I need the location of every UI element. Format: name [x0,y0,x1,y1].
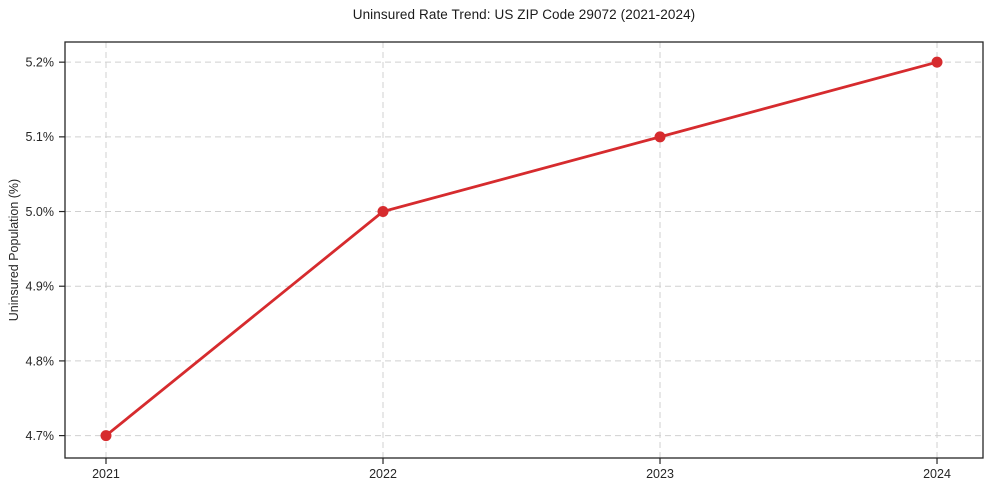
chart-title: Uninsured Rate Trend: US ZIP Code 29072 … [352,7,696,22]
plot-border [64,41,984,459]
x-tick-label: 2023 [646,467,674,481]
data-point [100,430,112,442]
y-tick-label: 5.2% [26,56,55,70]
line-series [104,60,939,437]
y-tick-label: 5.0% [26,205,55,219]
x-tick-label: 2024 [923,467,951,481]
x-tick-label: 2021 [92,467,120,481]
x-tick-label: 2022 [369,467,397,481]
data-point [377,206,389,218]
y-tick-label: 4.9% [26,280,55,294]
y-tick-label: 4.7% [26,429,55,443]
data-point [654,131,666,143]
y-tick-label: 5.1% [26,130,55,144]
y-tick-label: 4.8% [26,354,55,368]
data-point [931,56,943,68]
